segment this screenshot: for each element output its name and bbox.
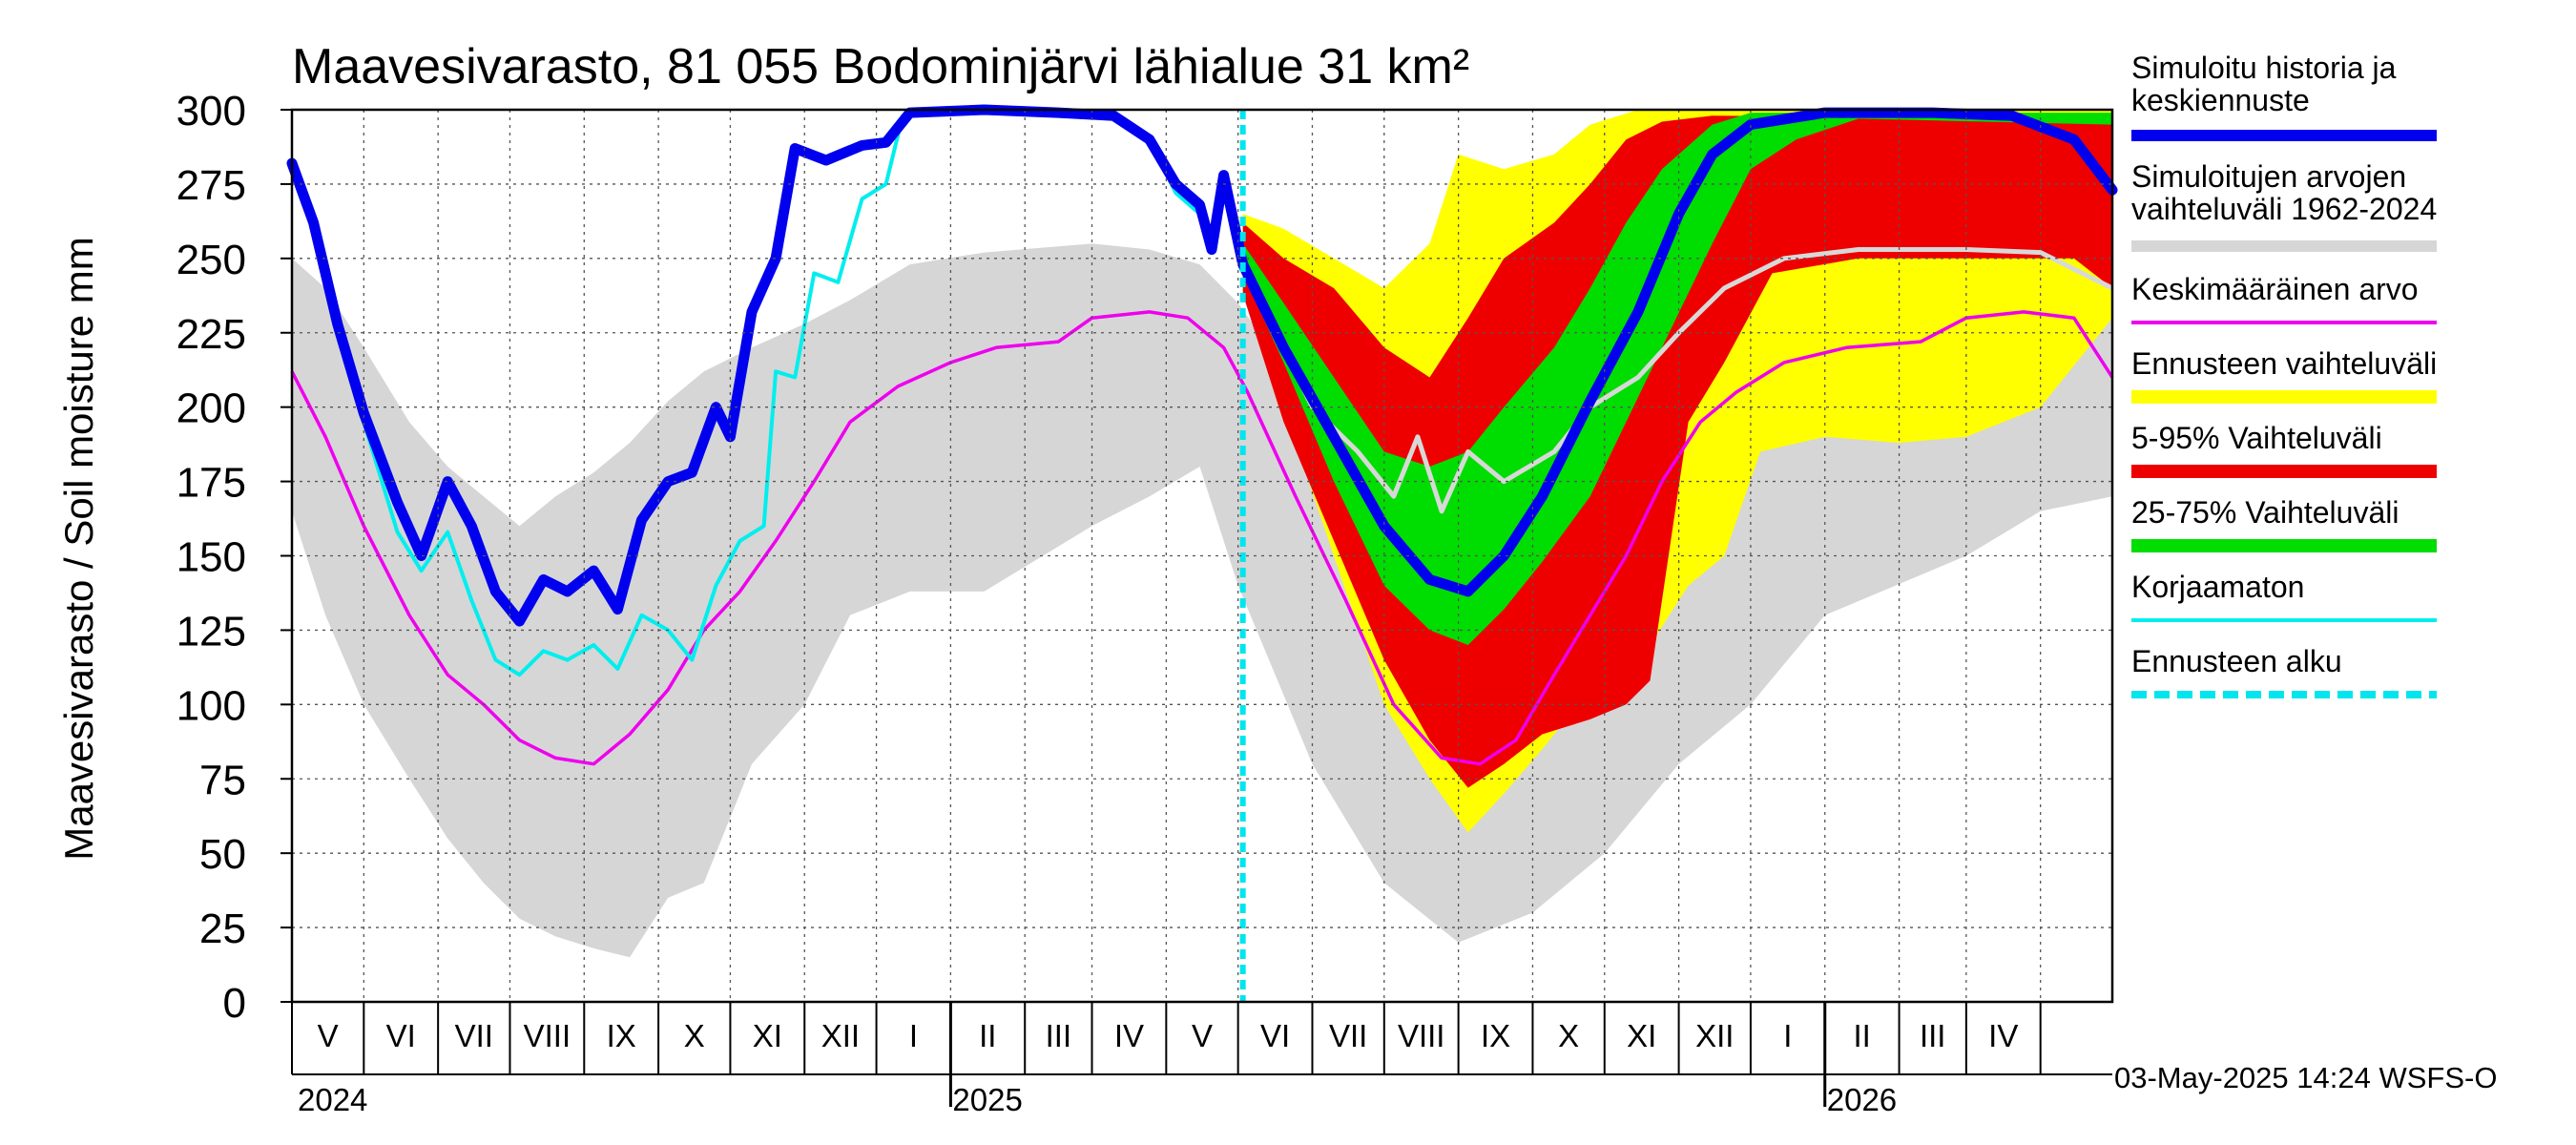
legend-label-fc-25-75: 25-75% Vaihteluväli: [2131, 495, 2399, 530]
x-month-label: IX: [607, 1018, 636, 1053]
y-tick-label: 300: [177, 88, 246, 135]
x-month-label: VIII: [524, 1018, 571, 1053]
x-month-label: XII: [821, 1018, 860, 1053]
y-tick-label: 50: [199, 831, 246, 878]
legend-label-fc-full: Ennusteen vaihteluväli: [2131, 346, 2437, 381]
series-layer: [286, 104, 2118, 1002]
y-tick-label: 0: [223, 980, 246, 1027]
forecast-25-75-band: [1242, 113, 2112, 646]
x-axis: V VI VII VIII IX X XI XII I II III IV V VI VII VIII IX X X…: [291, 1002, 2112, 1117]
y-tick-label: 250: [177, 237, 246, 283]
chart-title: Maavesivarasto, 81 055 Bodominjärvi lähi…: [292, 39, 1469, 94]
x-month-label: X: [1558, 1018, 1579, 1053]
x-year-label: 2025: [952, 1082, 1022, 1117]
legend-swatch-fc-5-95: [2131, 465, 2437, 478]
grid-layer: [292, 110, 2112, 1002]
x-month-label: VII: [455, 1018, 493, 1053]
y-tick-label: 75: [199, 757, 246, 803]
x-month-label: XI: [753, 1018, 782, 1053]
x-month-label: VII: [1329, 1018, 1367, 1053]
legend-label-range-hist: Simuloitujen arvojen vaihteluväli 1962-20…: [2131, 159, 2437, 226]
x-month-label: X: [684, 1018, 705, 1053]
x-month-label: V: [1192, 1018, 1213, 1053]
x-month-label: VI: [386, 1018, 416, 1053]
x-month-label: XI: [1627, 1018, 1656, 1053]
y-axis-label: Maavesivarasto / Soil moisture mm: [56, 237, 101, 861]
x-year-label: 2026: [1827, 1082, 1897, 1117]
x-month-label: VI: [1260, 1018, 1290, 1053]
y-tick-label: 150: [177, 534, 246, 581]
y-tick-label: 175: [177, 460, 246, 507]
footer-timestamp: 03-May-2025 14:24 WSFS-O: [2114, 1061, 2497, 1094]
x-month-label: IV: [1988, 1018, 2018, 1053]
x-month-label: V: [318, 1018, 339, 1053]
legend-swatch-fc-25-75: [2131, 539, 2437, 552]
legend-swatch-uncorrected: [2131, 618, 2437, 622]
x-month-label: III: [1920, 1018, 1946, 1053]
legend-swatch-fc-full: [2131, 390, 2437, 404]
y-tick-label: 275: [177, 162, 246, 209]
x-month-label: III: [1046, 1018, 1072, 1053]
y-tick-label: 100: [177, 682, 246, 729]
legend-label-uncorrected: Korjaamaton: [2131, 570, 2304, 604]
legend-label-mean: Keskimääräinen arvo: [2131, 272, 2419, 306]
x-month-label: IV: [1114, 1018, 1144, 1053]
history-median-line: [286, 104, 2118, 627]
legend-label-fc-5-95: 5-95% Vaihteluväli: [2131, 421, 2382, 455]
legend-swatch-range-hist: [2131, 240, 2437, 252]
y-tick-label: 25: [199, 906, 246, 952]
x-month-label: VIII: [1398, 1018, 1445, 1053]
x-month-label: XII: [1695, 1018, 1734, 1053]
y-tick-label: 125: [177, 608, 246, 655]
y-tick-label: 200: [177, 385, 246, 432]
x-month-label: II: [979, 1018, 996, 1053]
legend: Simuloitu historia ja keskiennuste Simuloi…: [2131, 51, 2437, 698]
legend-swatch-mean: [2131, 321, 2437, 324]
x-year-label: 2024: [298, 1082, 367, 1117]
mean-line: [290, 310, 2114, 766]
legend-label-history: Simuloitu historia ja keskiennuste: [2131, 51, 2397, 117]
legend-swatch-history: [2131, 130, 2437, 141]
y-tick-labels: 0 25 50 75 100 125 150 175 200 225 250 275 300: [177, 88, 292, 1027]
x-month-label: I: [1783, 1018, 1792, 1053]
legend-label-forecast-start: Ennusteen alku: [2131, 644, 2342, 678]
x-month-label: II: [1853, 1018, 1870, 1053]
y-tick-label: 225: [177, 311, 246, 358]
x-month-label: I: [909, 1018, 918, 1053]
x-month-label: IX: [1481, 1018, 1510, 1053]
